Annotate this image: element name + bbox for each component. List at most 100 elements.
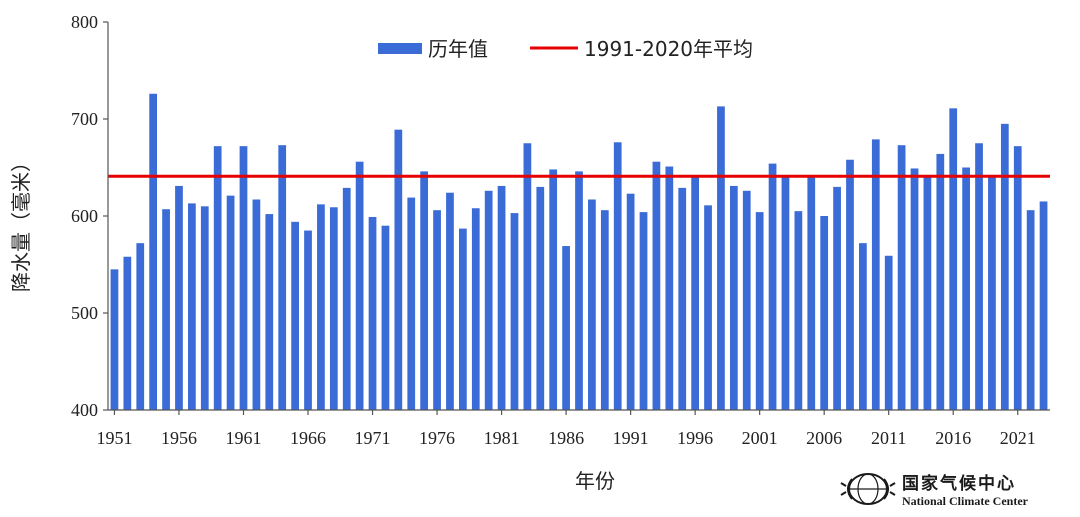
bar-1990	[613, 142, 622, 410]
bar-1999	[729, 185, 738, 410]
bar-1953	[136, 243, 145, 410]
ncc-logo: 国家气候中心 National Climate Center	[840, 473, 1029, 508]
bar-2022	[1026, 210, 1035, 410]
bar-2001	[755, 212, 764, 410]
bar-2018	[975, 143, 983, 410]
x-tick-label: 1961	[225, 428, 261, 448]
bar-1952	[123, 256, 132, 410]
bar-2008	[846, 159, 854, 410]
bar-1963	[265, 214, 274, 410]
bar-1975	[420, 171, 429, 410]
bar-1997	[704, 205, 712, 410]
bar-1984	[536, 186, 545, 410]
bar-1976	[433, 210, 441, 410]
bar-1988	[588, 199, 596, 410]
bar-1951	[110, 269, 119, 410]
bar-2017	[962, 167, 970, 410]
bar-1993	[652, 161, 661, 410]
y-tick-labels: 400 500 600 700 800	[71, 12, 98, 420]
bar-1974	[407, 197, 416, 410]
bar-1981	[497, 185, 506, 410]
bar-1978	[458, 228, 467, 410]
ncc-name-cn: 国家气候中心	[902, 473, 1014, 494]
bar-1986	[562, 246, 570, 410]
bar-1961	[239, 146, 248, 410]
x-tick-label: 2016	[935, 428, 971, 448]
bar-1958	[200, 206, 209, 410]
y-axis-label: 降水量（毫米）	[9, 152, 33, 292]
bar-1980	[484, 190, 493, 410]
bar-1972	[381, 225, 390, 410]
y-tick-label: 500	[71, 303, 98, 323]
x-tick-label: 2006	[806, 428, 842, 448]
legend-line-label: 1991-2020年平均	[584, 37, 753, 61]
bar-series	[110, 93, 1048, 411]
bar-1985	[549, 169, 558, 410]
bar-2023	[1039, 201, 1048, 410]
bar-2004	[794, 211, 803, 410]
bar-1967	[317, 204, 325, 410]
x-tick-label: 2011	[871, 428, 906, 448]
bar-1982	[510, 213, 519, 410]
bar-1998	[717, 106, 725, 410]
bar-2009	[859, 243, 867, 410]
bar-1956	[175, 185, 183, 410]
bar-2013	[910, 168, 919, 410]
bar-1983	[523, 143, 532, 410]
bar-1991	[626, 193, 635, 410]
bar-1970	[355, 161, 364, 410]
bar-2016	[949, 108, 958, 410]
bar-1971	[368, 216, 377, 410]
x-tick-labels: 1951 1956 1961 1966 1971 1976 1981 1986 1991 1996…	[96, 428, 1035, 448]
ncc-name-en: National Climate Center	[902, 494, 1029, 508]
bar-2002	[768, 163, 777, 410]
bar-1964	[278, 145, 287, 410]
bar-2021	[1013, 146, 1022, 410]
x-tick-label: 1971	[355, 428, 391, 448]
bar-1955	[162, 209, 170, 410]
y-tick-label: 800	[71, 12, 98, 32]
bar-1994	[665, 166, 674, 410]
bar-2010	[871, 139, 880, 410]
ncc-emblem-icon	[840, 473, 896, 505]
x-tick-label: 2001	[742, 428, 778, 448]
x-tick-label: 2021	[1000, 428, 1036, 448]
bar-2006	[820, 216, 829, 410]
bar-2019	[988, 177, 996, 410]
x-tick-label: 1996	[677, 428, 713, 448]
bar-2005	[807, 177, 816, 410]
bar-1969	[342, 187, 351, 410]
legend-bar-swatch	[378, 43, 422, 54]
bar-2003	[781, 177, 790, 410]
x-axis-label: 年份	[575, 469, 615, 493]
bar-1954	[149, 93, 158, 410]
x-tick-label: 1981	[484, 428, 520, 448]
x-tick-label: 1986	[548, 428, 584, 448]
bar-1959	[213, 146, 222, 410]
y-tick-label: 400	[71, 400, 98, 420]
bar-1989	[600, 210, 609, 410]
bar-2020	[1000, 123, 1009, 410]
bar-1962	[252, 199, 261, 410]
x-tick-label: 1991	[613, 428, 649, 448]
legend: 历年值 1991-2020年平均	[378, 37, 753, 61]
bar-2012	[897, 145, 906, 410]
bar-1957	[188, 203, 196, 410]
y-tick-label: 600	[71, 206, 98, 226]
bar-2000	[742, 190, 751, 410]
bar-1966	[304, 230, 312, 410]
bar-1979	[471, 208, 480, 410]
bar-1960	[226, 195, 235, 410]
bar-1987	[575, 171, 583, 410]
bar-2007	[833, 186, 841, 410]
x-tick-label: 1951	[96, 428, 132, 448]
y-tick-label: 700	[71, 109, 98, 129]
bar-2011	[884, 255, 893, 410]
bar-1992	[639, 212, 648, 410]
bar-1968	[329, 207, 338, 410]
bar-2014	[923, 177, 932, 410]
x-tick-label: 1966	[290, 428, 326, 448]
x-tick-label: 1956	[161, 428, 197, 448]
bar-1973	[394, 129, 403, 411]
